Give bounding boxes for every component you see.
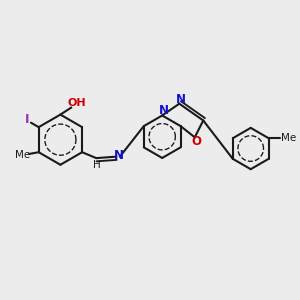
Text: I: I [25, 113, 30, 126]
Text: Me: Me [15, 150, 30, 160]
Text: N: N [176, 93, 185, 106]
Text: Me: Me [281, 133, 296, 143]
Text: OH: OH [67, 98, 86, 108]
Text: N: N [114, 149, 124, 162]
Text: O: O [191, 135, 201, 148]
Text: H: H [93, 160, 101, 170]
Text: N: N [159, 104, 169, 117]
